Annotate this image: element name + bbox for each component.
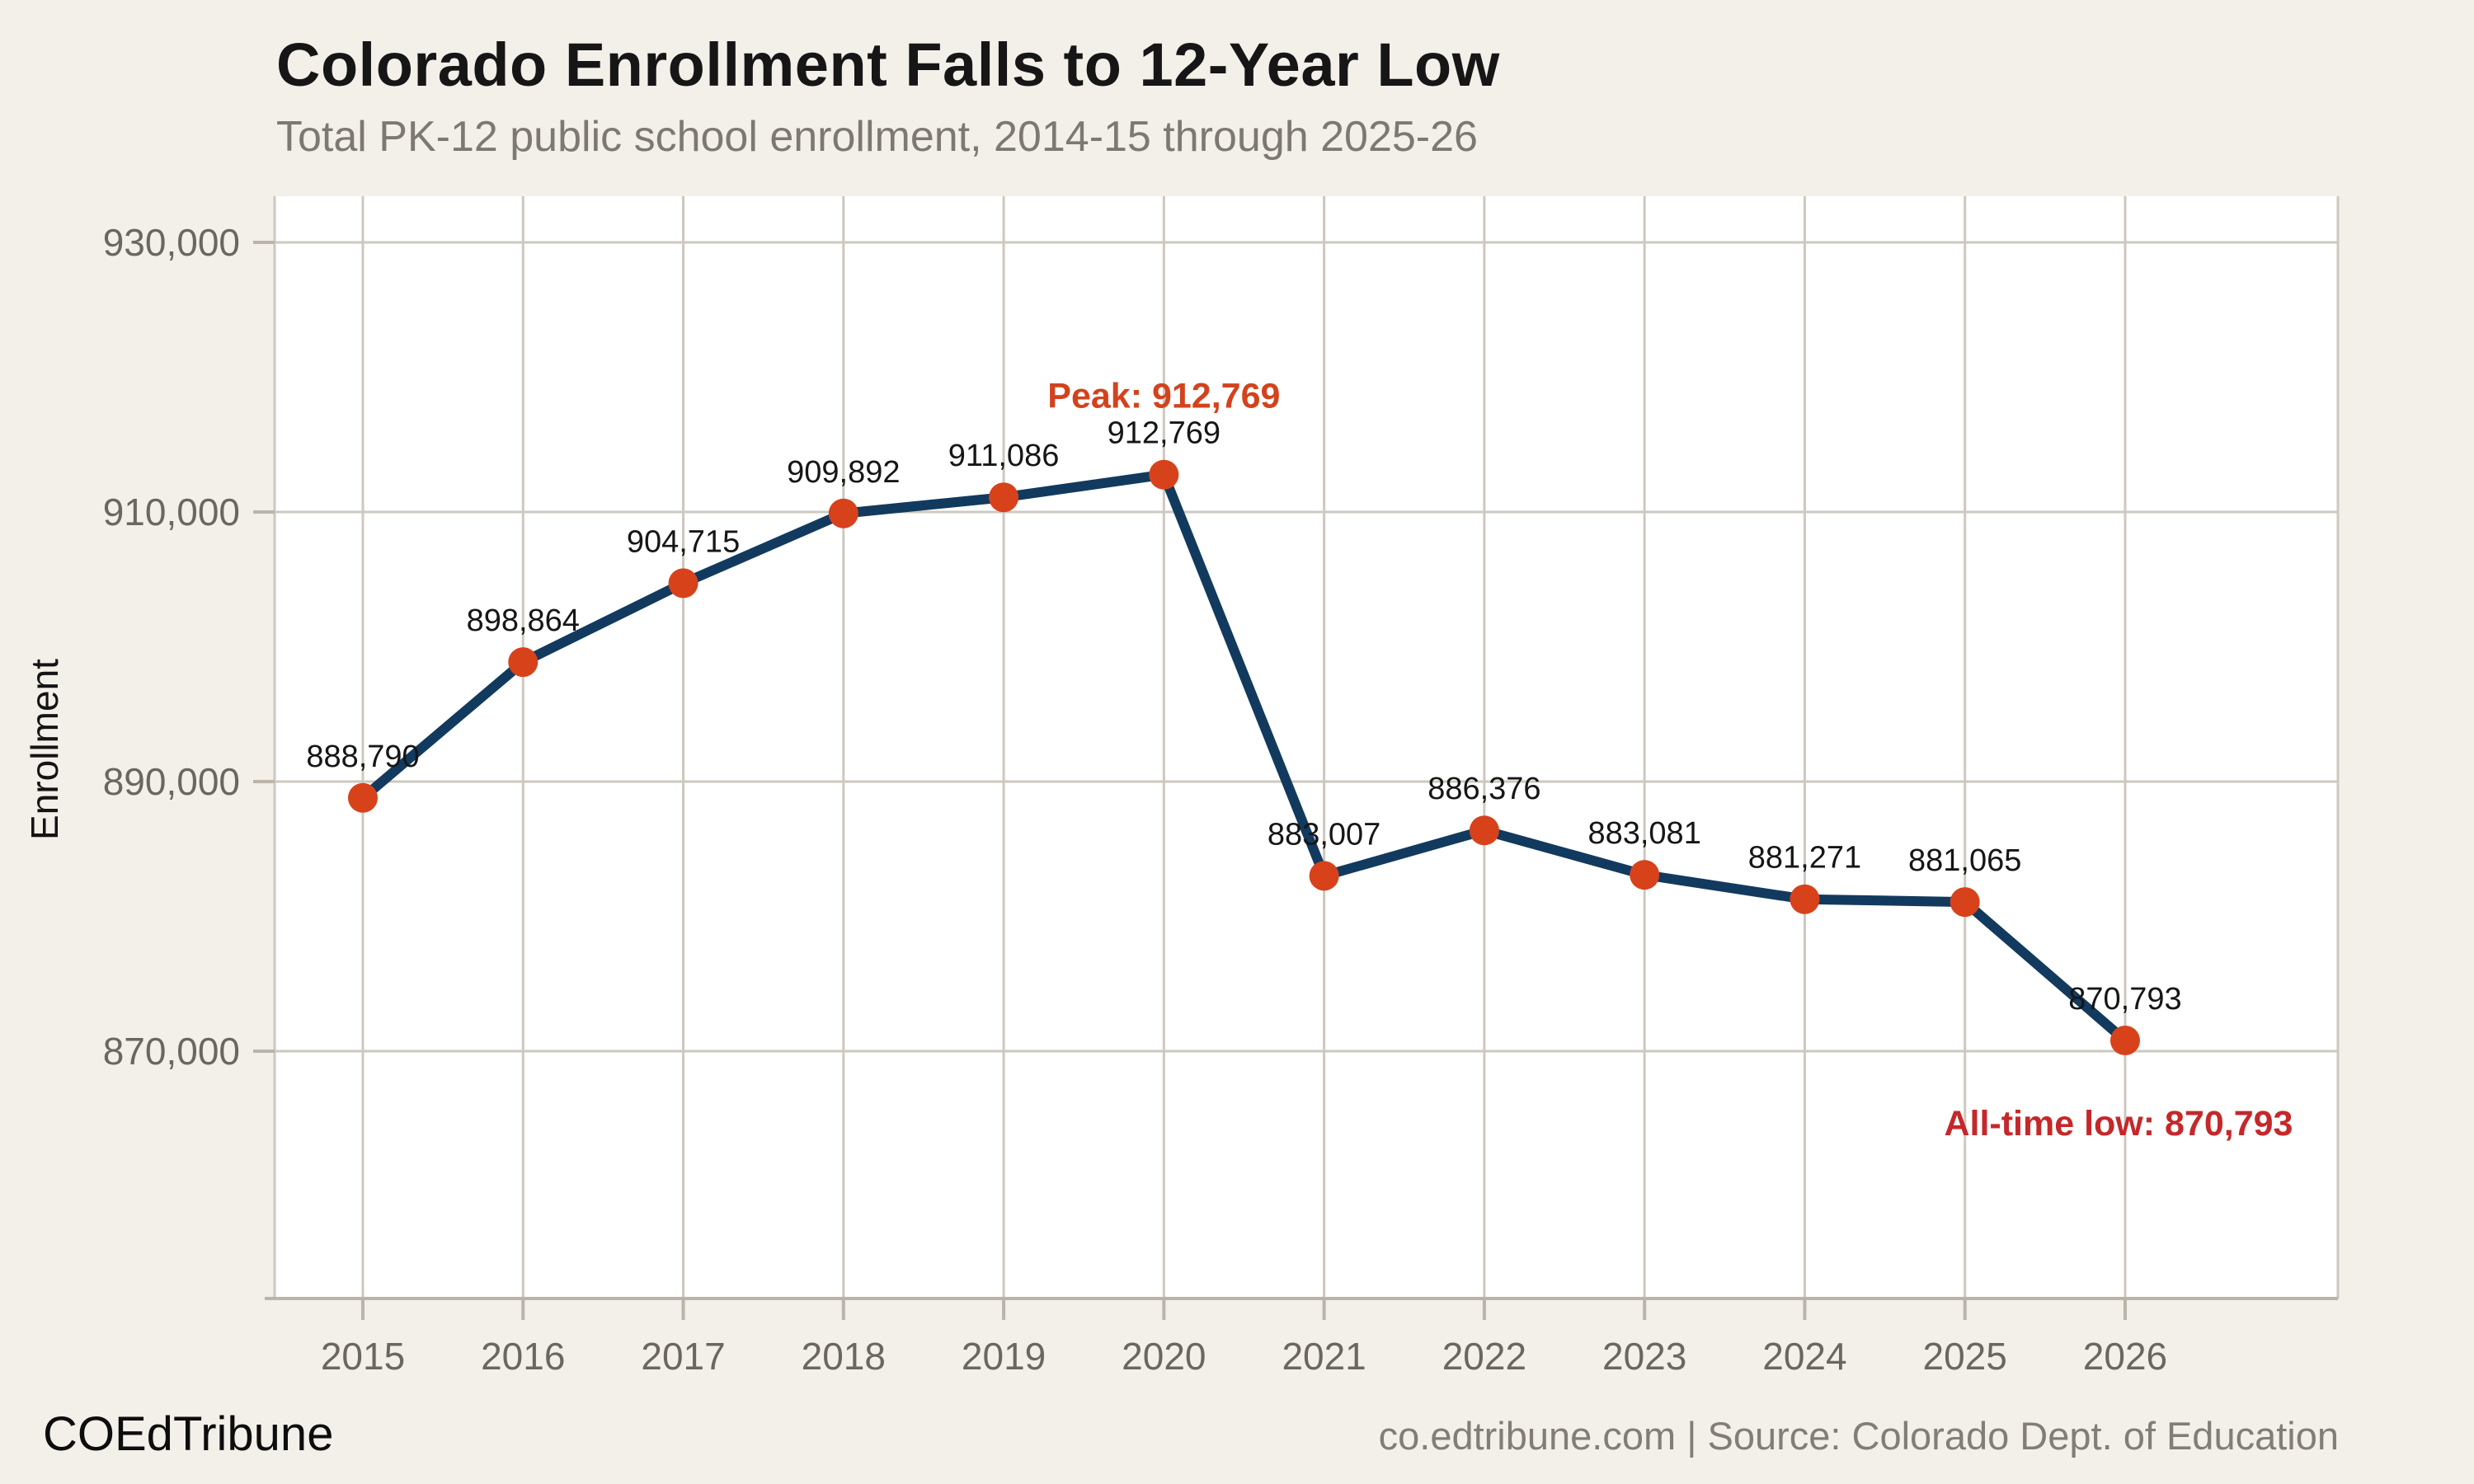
- y-tick-label-910000: 910,000: [103, 491, 240, 533]
- x-tick-label-2025: 2025: [1923, 1335, 2007, 1378]
- data-label-2024: 881,271: [1748, 841, 1861, 876]
- peak-annotation: Peak: 912,769: [1047, 377, 1280, 416]
- all-time-low-annotation: All-time low: 870,793: [1944, 1104, 2293, 1144]
- data-label-2020: 912,769: [1108, 416, 1221, 451]
- chart-title: Colorado Enrollment Falls to 12-Year Low: [276, 31, 1500, 99]
- y-tick-label-930000: 930,000: [103, 221, 240, 264]
- data-label-2019: 911,086: [948, 439, 1060, 473]
- data-point-2026: [2109, 1026, 2140, 1056]
- data-point-2015: [348, 782, 378, 813]
- data-point-2023: [1630, 860, 1660, 890]
- data-label-2017: 904,715: [627, 524, 740, 559]
- data-point-2024: [1790, 884, 1820, 914]
- data-label-2022: 886,376: [1427, 772, 1540, 806]
- publisher-brand: COEdTribune: [43, 1407, 334, 1461]
- data-label-2018: 909,892: [787, 455, 900, 490]
- data-point-2018: [828, 498, 858, 528]
- plot-panel: [275, 196, 2338, 1298]
- data-label-2026: 870,793: [2068, 982, 2181, 1017]
- data-point-2022: [1469, 815, 1499, 846]
- y-tick-label-870000: 870,000: [103, 1030, 240, 1073]
- x-tick-label-2019: 2019: [962, 1335, 1046, 1378]
- data-point-2017: [668, 568, 698, 599]
- x-tick-label-2015: 2015: [321, 1335, 405, 1378]
- data-point-2019: [989, 482, 1019, 513]
- x-tick-label-2017: 2017: [641, 1335, 725, 1378]
- data-label-2023: 883,081: [1587, 816, 1700, 851]
- y-tick-label-890000: 890,000: [103, 760, 240, 803]
- data-point-2025: [1950, 887, 1980, 918]
- data-point-2016: [508, 647, 539, 678]
- x-tick-label-2024: 2024: [1762, 1335, 1846, 1378]
- data-label-2025: 881,065: [1908, 843, 2021, 878]
- data-point-2020: [1149, 459, 1179, 490]
- chart-subtitle: Total PK-12 public school enrollment, 20…: [276, 113, 1478, 161]
- trend-line: [358, 469, 2130, 1046]
- x-tick-label-2020: 2020: [1122, 1335, 1206, 1378]
- data-label-2015: 888,790: [306, 740, 419, 774]
- x-tick-label-2023: 2023: [1602, 1335, 1686, 1378]
- x-tick-label-2021: 2021: [1282, 1335, 1366, 1378]
- data-label-2021: 883,007: [1268, 817, 1380, 852]
- data-point-2021: [1309, 861, 1339, 891]
- x-tick-label-2018: 2018: [802, 1335, 886, 1378]
- x-tick-label-2022: 2022: [1442, 1335, 1526, 1378]
- data-label-2016: 898,864: [467, 603, 580, 638]
- x-tick-label-2026: 2026: [2083, 1335, 2167, 1378]
- source-attribution: co.edtribune.com | Source: Colorado Dept…: [1378, 1414, 2339, 1458]
- x-tick-label-2016: 2016: [481, 1335, 565, 1378]
